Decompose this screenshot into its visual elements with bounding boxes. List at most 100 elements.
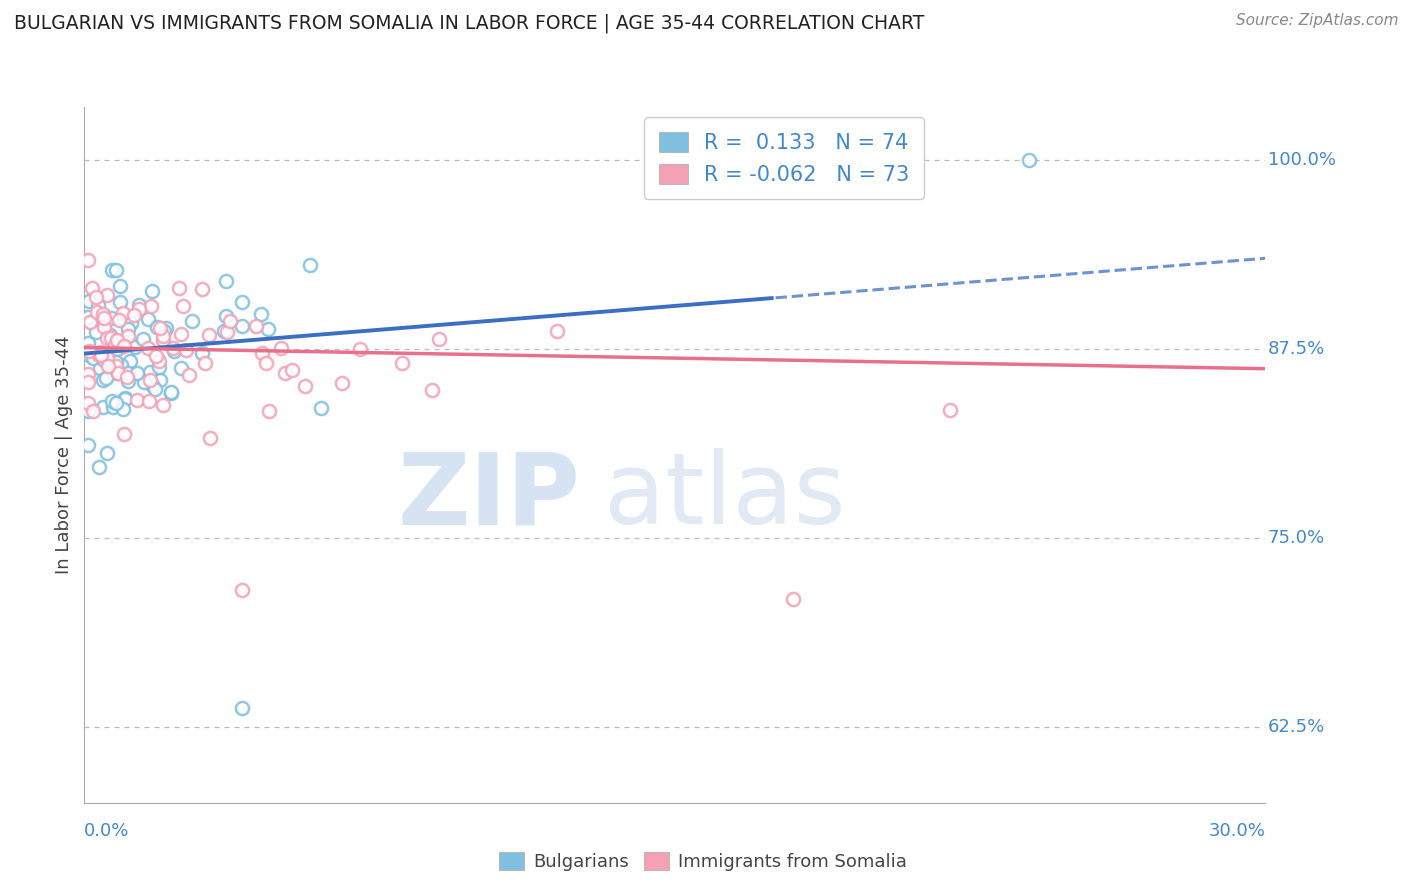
- Point: [546, 324, 568, 338]
- Point: [82, 351, 104, 365]
- Point: [939, 402, 962, 417]
- Point: [148, 360, 170, 375]
- Point: [139, 299, 162, 313]
- Point: [231, 318, 253, 333]
- Point: [77, 375, 100, 389]
- Text: 87.5%: 87.5%: [1268, 340, 1324, 358]
- Point: [117, 366, 139, 380]
- Point: [152, 333, 174, 347]
- Point: [111, 402, 134, 417]
- Point: [212, 324, 235, 338]
- Point: [177, 368, 200, 382]
- Point: [139, 373, 162, 387]
- Point: [141, 377, 163, 392]
- Point: [77, 253, 100, 268]
- Text: 100.0%: 100.0%: [1268, 151, 1336, 169]
- Point: [101, 401, 124, 415]
- Text: Source: ZipAtlas.com: Source: ZipAtlas.com: [1236, 13, 1399, 29]
- Point: [122, 308, 145, 322]
- Point: [127, 366, 149, 380]
- Point: [420, 383, 443, 397]
- Point: [79, 315, 101, 329]
- Point: [93, 320, 115, 334]
- Point: [104, 338, 127, 352]
- Point: [96, 288, 118, 302]
- Point: [120, 316, 142, 330]
- Point: [105, 333, 128, 347]
- Point: [89, 344, 111, 359]
- Point: [82, 281, 104, 295]
- Text: BULGARIAN VS IMMIGRANTS FROM SOMALIA IN LABOR FORCE | AGE 35-44 CORRELATION CHAR: BULGARIAN VS IMMIGRANTS FROM SOMALIA IN …: [14, 13, 924, 33]
- Point: [162, 341, 184, 355]
- Point: [97, 359, 120, 373]
- Point: [174, 343, 197, 357]
- Point: [77, 294, 100, 309]
- Point: [100, 331, 122, 345]
- Point: [112, 427, 135, 442]
- Point: [77, 335, 100, 350]
- Point: [298, 258, 321, 272]
- Point: [231, 294, 253, 309]
- Point: [77, 367, 100, 381]
- Point: [138, 365, 160, 379]
- Point: [77, 348, 100, 362]
- Point: [145, 349, 167, 363]
- Point: [89, 361, 111, 376]
- Point: [101, 263, 124, 277]
- Point: [427, 332, 450, 346]
- Point: [115, 370, 138, 384]
- Point: [104, 395, 127, 409]
- Point: [84, 290, 107, 304]
- Point: [111, 306, 134, 320]
- Point: [90, 347, 112, 361]
- Point: [100, 394, 122, 409]
- Point: [782, 591, 804, 606]
- Point: [105, 366, 128, 380]
- Point: [128, 301, 150, 316]
- Point: [136, 312, 159, 326]
- Point: [219, 314, 242, 328]
- Point: [273, 366, 295, 380]
- Point: [280, 363, 302, 377]
- Point: [170, 326, 193, 341]
- Point: [149, 373, 172, 387]
- Point: [391, 356, 413, 370]
- Point: [91, 400, 114, 414]
- Point: [153, 324, 176, 338]
- Point: [152, 328, 174, 343]
- Point: [79, 314, 101, 328]
- Legend: R =  0.133   N = 74, R = -0.062   N = 73: R = 0.133 N = 74, R = -0.062 N = 73: [644, 118, 924, 199]
- Point: [254, 356, 277, 370]
- Point: [124, 340, 146, 354]
- Point: [159, 386, 181, 401]
- Point: [349, 343, 371, 357]
- Point: [108, 294, 131, 309]
- Text: ZIP: ZIP: [398, 448, 581, 545]
- Point: [167, 281, 190, 295]
- Point: [98, 328, 121, 343]
- Point: [84, 325, 107, 339]
- Point: [132, 332, 155, 346]
- Point: [117, 374, 139, 388]
- Point: [105, 359, 128, 373]
- Point: [128, 298, 150, 312]
- Point: [105, 355, 128, 369]
- Point: [87, 459, 110, 474]
- Point: [77, 343, 100, 358]
- Point: [191, 282, 214, 296]
- Point: [114, 391, 136, 405]
- Text: atlas: atlas: [605, 448, 845, 545]
- Point: [96, 351, 118, 366]
- Point: [82, 403, 104, 417]
- Point: [309, 401, 332, 415]
- Point: [100, 310, 122, 325]
- Point: [152, 399, 174, 413]
- Point: [117, 329, 139, 343]
- Point: [112, 365, 135, 379]
- Point: [136, 341, 159, 355]
- Point: [114, 392, 136, 407]
- Point: [194, 356, 217, 370]
- Point: [138, 393, 160, 408]
- Point: [105, 343, 128, 357]
- Point: [125, 392, 148, 407]
